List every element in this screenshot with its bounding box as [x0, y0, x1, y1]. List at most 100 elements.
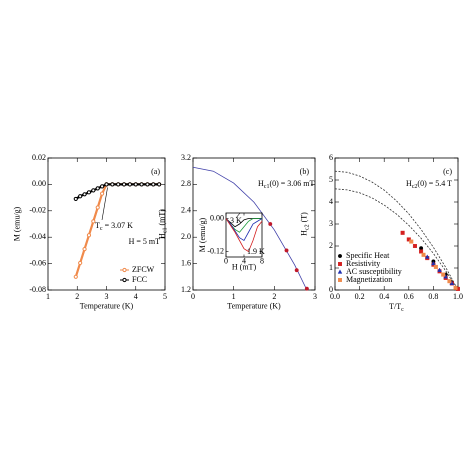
data-point	[419, 246, 424, 251]
annotation-part: c2	[412, 184, 418, 190]
annotation: H = 5 mT	[129, 237, 161, 246]
y-tick-label: -0.02	[29, 206, 46, 215]
y-axis-label-part: H	[299, 230, 308, 236]
data-point	[419, 249, 424, 254]
data-point	[421, 252, 426, 257]
annotation: 1.9 K	[247, 247, 265, 256]
legend-label: Specific Heat	[346, 251, 390, 260]
data-point	[337, 269, 343, 274]
data-point	[453, 285, 458, 290]
data-point	[441, 272, 446, 277]
series-line	[192, 166, 308, 291]
annotation-arrow	[235, 212, 241, 219]
x-tick-label: 0.2	[355, 292, 365, 301]
data-point	[268, 221, 273, 226]
y-tick-label: 3.2	[181, 153, 191, 162]
x-tick-label: 0	[224, 256, 228, 265]
data-point	[86, 233, 92, 238]
annotation-part: (c)	[443, 167, 452, 176]
data-point	[424, 254, 430, 259]
x-tick-label: 4	[134, 292, 138, 301]
annotation: Tc = 3.07 K	[95, 221, 133, 233]
x-tick-label: 4	[242, 256, 246, 265]
data-point	[100, 191, 105, 196]
data-point	[121, 182, 127, 187]
annotation-part: (0) = 5.4 T	[417, 179, 452, 188]
y-tick-label: -0.06	[29, 258, 46, 267]
y-tick-label: 5	[329, 175, 333, 184]
y-axis-label: M (emu/g)	[12, 206, 21, 241]
y-tick-label: 2	[329, 241, 333, 250]
x-axis-label: T/Tc	[389, 302, 404, 314]
y-tick-label: 1	[329, 263, 333, 272]
data-point	[95, 205, 100, 210]
x-tick-label: 1	[46, 292, 50, 301]
x-axis-label: Temperature (K)	[80, 302, 134, 311]
x-axis-label-part: c	[401, 307, 404, 313]
annotation-arrow	[101, 187, 108, 221]
series-line	[225, 218, 263, 253]
x-tick-label: 2	[272, 292, 276, 301]
data-point	[151, 182, 156, 187]
y-axis-label-part: H	[157, 233, 166, 239]
annotation-part: (a)	[151, 167, 160, 176]
y-axis-label-part: (T)	[299, 212, 308, 225]
data-point	[447, 279, 452, 284]
data-point	[338, 278, 343, 283]
data-point	[294, 268, 299, 273]
y-axis-label-part: (mT)	[157, 209, 166, 228]
series-line	[225, 218, 263, 242]
data-point	[431, 261, 436, 266]
panel: 0.0 0.2 0.4 0.6 0.8 1.0 0 1 2 3 4 5 6 T/Tc Hc2 (T) (c) H…	[299, 153, 463, 313]
data-point	[86, 190, 92, 195]
data-point	[433, 264, 438, 269]
data-point	[145, 182, 150, 187]
data-point	[157, 182, 162, 187]
y-tick-label: 3	[329, 219, 333, 228]
annotation-part: = 3.07 K	[103, 221, 134, 230]
y-tick-label: -0.12	[207, 246, 224, 255]
panel: 0 4 8 -0.12 0.00 H (mT) M (emu/g) 3 K 1.9 K	[198, 212, 265, 271]
y-axis-label: Hc2 (T)	[299, 212, 311, 236]
x-tick-label: 1.0	[453, 292, 463, 301]
x-tick-label: 2	[75, 292, 79, 301]
panel: 1 2 3 4 5 -0.08 -0.06 -0.04 -0.02 0.00 0.02 Tempera…	[12, 153, 167, 311]
x-tick-label: 8	[260, 256, 264, 265]
annotation-part: T	[95, 221, 100, 230]
series-line	[334, 170, 459, 291]
data-point	[73, 196, 78, 202]
legend-label: Resistivity	[346, 259, 380, 268]
y-tick-label: 6	[329, 153, 333, 162]
data-point	[133, 182, 138, 187]
plot-frame	[47, 157, 166, 291]
x-tick-label: 0.6	[404, 292, 414, 301]
data-point	[304, 286, 309, 291]
data-point	[338, 253, 343, 258]
y-tick-label: 2.8	[181, 179, 191, 188]
annotation: Hc1(0) = 3.06 mT	[258, 179, 315, 191]
y-tick-label: -0.08	[29, 285, 46, 294]
x-axis-label: Temperature (K)	[227, 302, 281, 311]
y-tick-label: 2.4	[181, 206, 191, 215]
legend-label: FCC	[132, 275, 147, 284]
x-axis-label-part: T/T	[389, 302, 401, 311]
x-tick-label: 0.0	[330, 292, 340, 301]
y-tick-label: 1.2	[181, 285, 191, 294]
data-point	[78, 260, 83, 266]
annotation-part: 1.9 K	[247, 247, 265, 256]
y-axis-label-part: c2	[305, 224, 311, 230]
legend-label: ZFCW	[132, 265, 155, 274]
y-tick-label: 2.0	[181, 232, 191, 241]
legend-label: Magnetization	[346, 275, 392, 284]
y-tick-label: 1.6	[181, 258, 191, 267]
x-tick-label: 3	[105, 292, 109, 301]
x-tick-label: 0.4	[379, 292, 389, 301]
y-axis-label-part: c1	[163, 227, 169, 233]
data-point	[91, 219, 96, 224]
data-point	[95, 186, 100, 191]
x-tick-label: 3	[313, 292, 317, 301]
y-tick-label: 0.00	[210, 213, 224, 222]
data-point	[82, 246, 87, 252]
data-point	[122, 267, 127, 273]
